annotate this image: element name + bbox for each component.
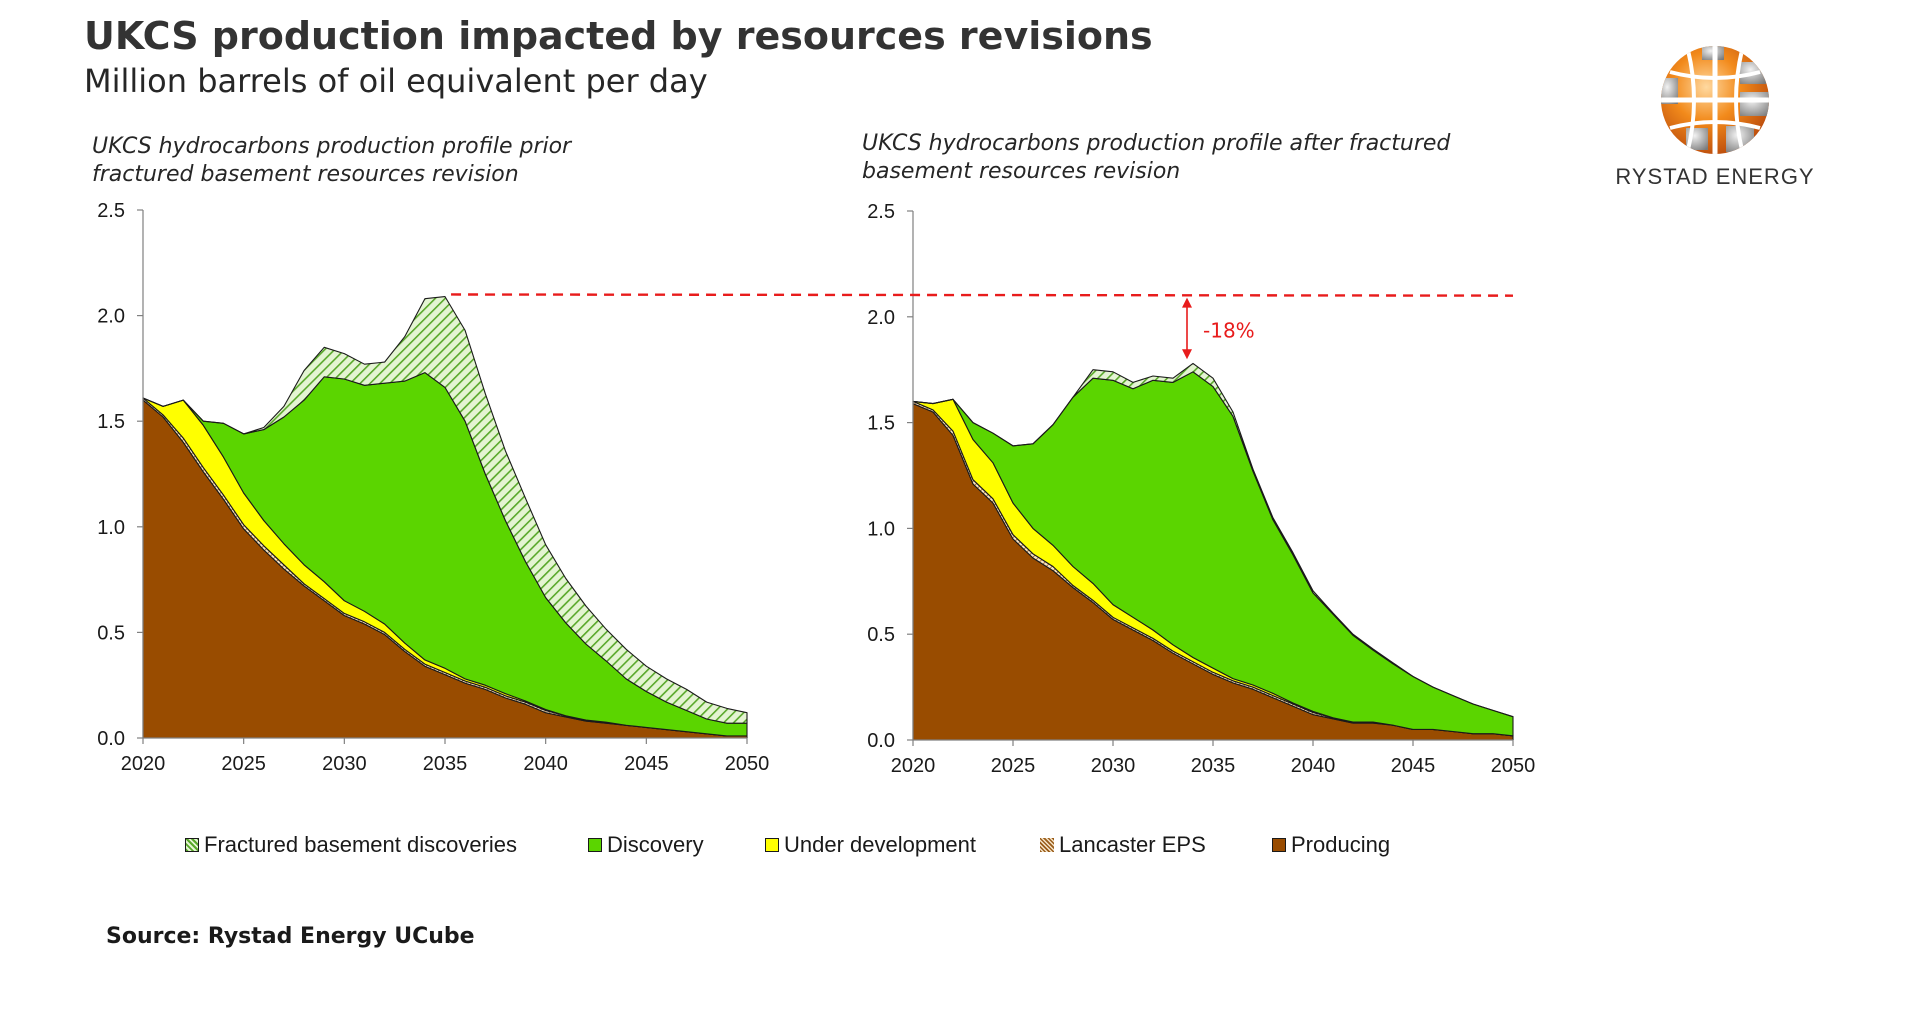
- x-tick-label: 2040: [523, 753, 568, 775]
- chart-overlay: -18%: [451, 293, 1514, 360]
- annotation-label: -18%: [1203, 318, 1255, 342]
- legend-label: Fractured basement discoveries: [204, 832, 518, 857]
- legend-label: Lancaster EPS: [1059, 832, 1206, 857]
- y-tick-label: 0.5: [97, 622, 125, 644]
- y-tick-label: 2.0: [867, 307, 895, 329]
- source-note: Source: Rystad Energy UCube: [106, 924, 475, 949]
- legend-swatch-producing: [1272, 838, 1286, 852]
- x-tick-label: 2050: [725, 753, 770, 775]
- x-tick-label: 2050: [1491, 755, 1536, 777]
- page-title: UKCS production impacted by resources re…: [84, 14, 1153, 58]
- legend-item-producing: Producing: [1272, 832, 1390, 858]
- rystad-energy-logo: [1661, 46, 1769, 154]
- x-tick-label: 2045: [624, 753, 669, 775]
- y-tick-label: 1.5: [867, 413, 895, 435]
- y-tick-label: 2.5: [97, 200, 125, 222]
- chart-right: 0.0 0.5 1.0 1.5 2.0 2.5 2020 2025 2030 2035 2040 20…: [867, 201, 1535, 777]
- legend-swatch-fractured: [185, 838, 199, 852]
- x-tick-label: 2035: [423, 753, 468, 775]
- reference-dashed-line: [451, 293, 1514, 297]
- legend: Fractured basement discoveries Discovery U…: [0, 832, 1920, 866]
- chart-left: 0.0 0.5 1.0 1.5 2.0 2.5 2020 2025 2030 2035 2040 20…: [97, 200, 769, 775]
- area-fractured: [912, 362, 1514, 718]
- x-tick-label: 2045: [1391, 755, 1436, 777]
- y-tick-label: 0.0: [97, 728, 125, 750]
- legend-item-under_development: Under development: [765, 832, 976, 858]
- legend-swatch-lancaster: [1040, 838, 1054, 852]
- chart-right-title: UKCS hydrocarbons production profile aft…: [862, 131, 1451, 184]
- x-tick-label: 2020: [891, 755, 936, 777]
- chart-left-title: UKCS hydrocarbons production profile pri…: [92, 134, 572, 187]
- logo-text: RYSTAD ENERGY: [1615, 164, 1815, 189]
- y-tick-label: 2.0: [97, 306, 125, 328]
- y-tick-label: 1.5: [97, 411, 125, 433]
- x-tick-label: 2025: [221, 753, 266, 775]
- y-tick-label: 0.5: [867, 624, 895, 646]
- x-tick-label: 2020: [121, 753, 166, 775]
- y-tick-label: 2.5: [867, 201, 895, 223]
- annotation-arrow-up: [1182, 297, 1192, 308]
- legend-swatch-discovery: [588, 838, 602, 852]
- legend-item-discovery: Discovery: [588, 832, 704, 858]
- y-tick-label: 1.0: [97, 517, 125, 539]
- legend-swatch-under_development: [765, 838, 779, 852]
- legend-item-lancaster: Lancaster EPS: [1040, 832, 1206, 858]
- y-tick-label: 0.0: [867, 730, 895, 752]
- legend-item-fractured: Fractured basement discoveries: [185, 832, 517, 858]
- x-tick-label: 2030: [322, 753, 367, 775]
- x-tick-label: 2025: [991, 755, 1036, 777]
- page-subtitle: Million barrels of oil equivalent per da…: [84, 62, 708, 100]
- legend-label: Producing: [1291, 832, 1391, 857]
- legend-label: Discovery: [607, 832, 704, 857]
- y-tick-label: 1.0: [867, 518, 895, 540]
- x-tick-label: 2040: [1291, 755, 1336, 777]
- area-fractured: [142, 296, 748, 724]
- x-tick-label: 2030: [1091, 755, 1136, 777]
- annotation-arrow-down: [1182, 349, 1192, 360]
- x-tick-label: 2035: [1191, 755, 1236, 777]
- legend-label: Under development: [784, 832, 977, 857]
